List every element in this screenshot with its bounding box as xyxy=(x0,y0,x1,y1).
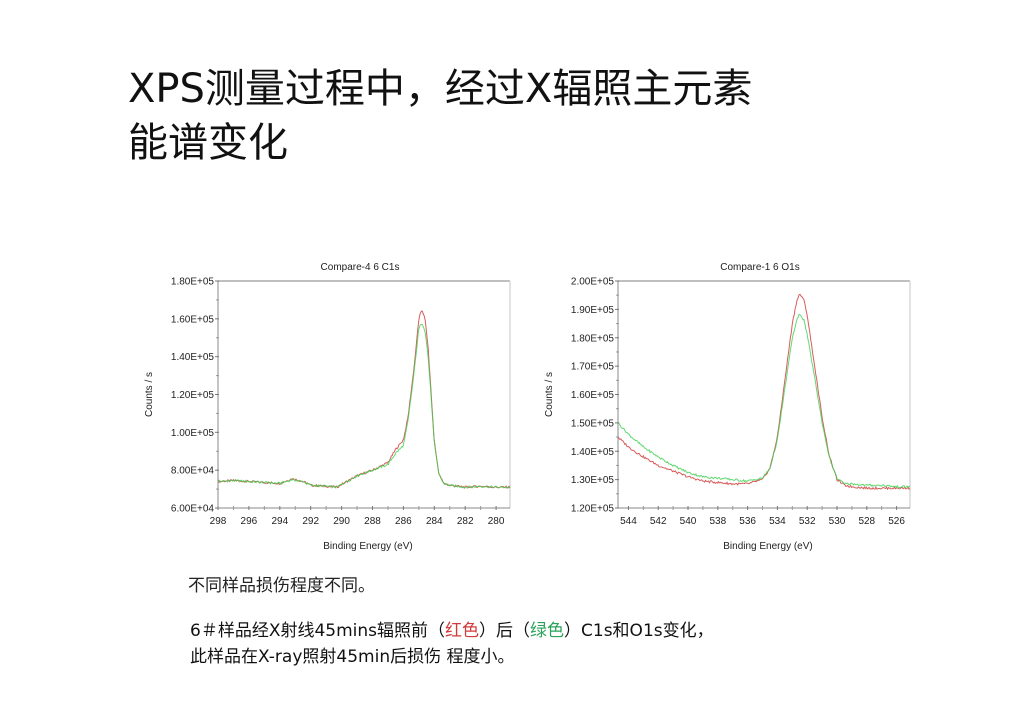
x-tick-label: 544 xyxy=(620,516,637,527)
note-red-word: 红色 xyxy=(445,621,480,641)
slide-title: XPS测量过程中，经过X辐照主元素 能谱变化 xyxy=(128,62,888,170)
x-axis-label: Binding Energy (eV) xyxy=(323,541,413,552)
note-line1: 6＃样品经X射线45mins辐照前（红色）后（绿色）C1s和O1s变化， xyxy=(190,618,714,644)
y-tick-label: 1.30E+05 xyxy=(571,475,615,486)
x-tick-label: 534 xyxy=(769,516,786,527)
note-part1: 6＃样品经X射线45mins辐照前（ xyxy=(190,621,446,641)
y-tick-label: 8.00E+04 xyxy=(171,466,215,477)
y-tick-label: 2.00E+05 xyxy=(571,277,615,288)
x-tick-label: 538 xyxy=(709,516,726,527)
o1s-chart: Compare-1 6 O1s 1.20E+05 1.30E+05 1.40E+05 1… xyxy=(540,255,925,555)
y-tick-label: 1.90E+05 xyxy=(571,305,615,316)
series-after-green xyxy=(217,323,511,489)
slide-title-line1: XPS测量过程中，经过X辐照主元素 xyxy=(128,66,753,112)
note-green-word: 绿色 xyxy=(530,621,565,641)
x-axis-label: Binding Energy (eV) xyxy=(723,541,813,552)
y-tick-label: 1.60E+05 xyxy=(571,390,615,401)
y-tick-label: 1.80E+05 xyxy=(571,333,615,344)
x-tick-label: 540 xyxy=(680,516,697,527)
series-before-red xyxy=(217,310,511,490)
y-axis-label: Counts / s xyxy=(144,372,155,417)
x-tick-label: 536 xyxy=(739,516,756,527)
y-tick-label: 1.20E+05 xyxy=(171,390,215,401)
x-tick-label: 532 xyxy=(799,516,816,527)
x-tick-label: 294 xyxy=(271,516,288,527)
y-tick-label: 1.40E+05 xyxy=(571,447,615,458)
y-tick-label: 1.00E+05 xyxy=(171,428,215,439)
chart-svg: Compare-1 6 O1s 1.20E+05 1.30E+05 1.40E+05 1… xyxy=(544,262,911,552)
x-tick-label: 280 xyxy=(488,516,505,527)
note-line2: 此样品在X-ray照射45min后损伤 程度小。 xyxy=(190,647,515,667)
x-tick-label: 282 xyxy=(457,516,474,527)
x-tick-label: 530 xyxy=(829,516,846,527)
y-tick-label: 1.60E+05 xyxy=(171,314,215,325)
chart-title: Compare-4 6 C1s xyxy=(321,262,400,273)
x-tick-label: 298 xyxy=(210,516,227,527)
series-after-green xyxy=(617,313,911,489)
slide-title-line2: 能谱变化 xyxy=(128,120,288,166)
x-tick-label: 290 xyxy=(333,516,350,527)
y-tick-label: 1.50E+05 xyxy=(571,418,615,429)
x-tick-label: 296 xyxy=(241,516,258,527)
y-tick-label: 1.80E+05 xyxy=(171,277,215,288)
series-before-red xyxy=(617,293,911,491)
note-different-damage: 不同样品损伤程度不同。 xyxy=(188,576,375,596)
y-tick-label: 6.00E+04 xyxy=(171,504,215,515)
chart-title: Compare-1 6 O1s xyxy=(720,262,799,273)
x-tick-label: 288 xyxy=(364,516,381,527)
y-axis-label: Counts / s xyxy=(544,372,555,417)
note-part3: ）C1s和O1s变化， xyxy=(564,621,714,641)
x-tick-label: 284 xyxy=(426,516,443,527)
note-part2: ）后（ xyxy=(479,621,531,641)
y-tick-label: 1.70E+05 xyxy=(571,362,615,373)
c1s-chart: Compare-4 6 C1s 6.00E+04 8.00E+04 1.00E+05 1… xyxy=(140,255,525,555)
x-tick-label: 526 xyxy=(888,516,905,527)
x-tick-label: 286 xyxy=(395,516,412,527)
y-tick-label: 1.20E+05 xyxy=(571,504,615,515)
x-tick-label: 528 xyxy=(858,516,875,527)
x-tick-label: 292 xyxy=(302,516,319,527)
y-tick-label: 1.40E+05 xyxy=(171,352,215,363)
note-sample-description: 6＃样品经X射线45mins辐照前（红色）后（绿色）C1s和O1s变化， 此样品… xyxy=(190,618,714,670)
x-tick-label: 542 xyxy=(650,516,667,527)
chart-svg: Compare-4 6 C1s 6.00E+04 8.00E+04 1.00E+05 1… xyxy=(144,262,511,552)
